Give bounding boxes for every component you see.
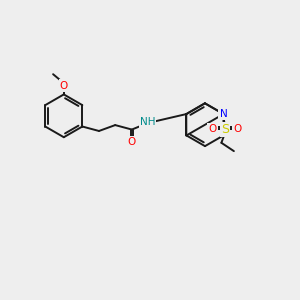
Text: O: O xyxy=(233,124,242,134)
Text: O: O xyxy=(60,80,68,91)
Text: N: N xyxy=(220,109,227,119)
Text: O: O xyxy=(208,124,217,134)
Text: S: S xyxy=(221,123,229,136)
Text: NH: NH xyxy=(140,117,155,127)
Text: O: O xyxy=(128,137,136,147)
